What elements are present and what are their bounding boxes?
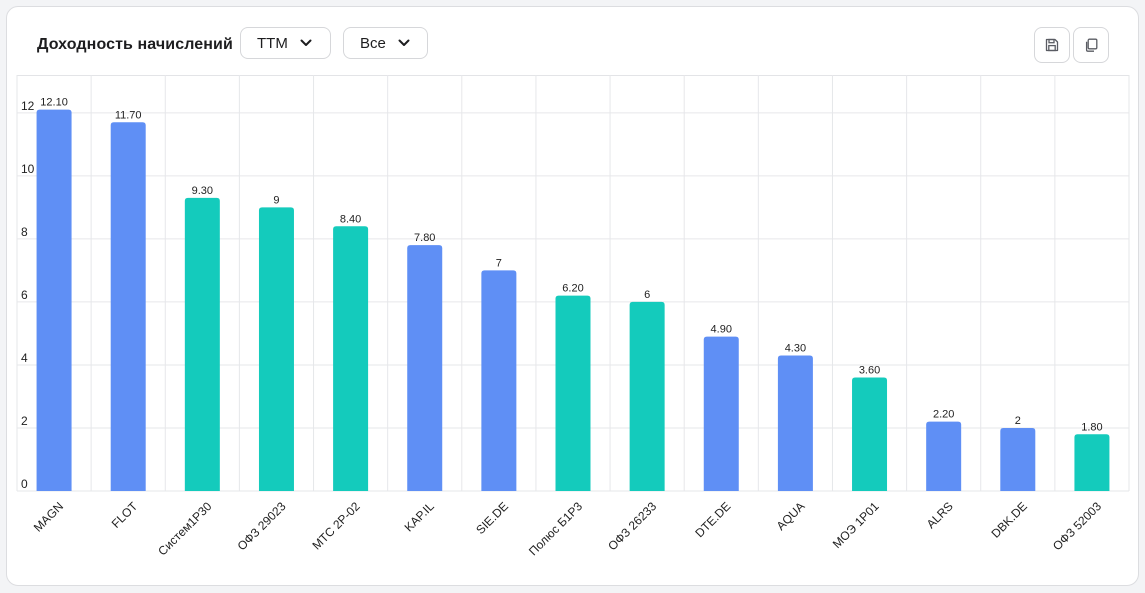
bar[interactable] [777, 355, 813, 491]
bar[interactable] [555, 295, 591, 491]
bar[interactable] [333, 226, 369, 492]
chart-title: Доходность начислений [37, 36, 233, 53]
bar[interactable] [1000, 427, 1036, 491]
bar-value-label: 11.70 [115, 109, 142, 121]
copy-icon [1085, 38, 1098, 52]
bar-value-label: 7.80 [414, 232, 435, 244]
y-tick-label: 2 [21, 414, 28, 428]
bar-value-label: 4.30 [785, 342, 806, 354]
bar[interactable] [258, 207, 294, 491]
bar-value-label: 7 [496, 257, 502, 269]
bar-value-label: 12.10 [40, 97, 68, 109]
chevron-down-icon [398, 39, 410, 46]
bar-value-label: 2.20 [933, 409, 954, 421]
x-tick-label: Полюс Б1Р3 [526, 499, 585, 558]
x-tick-label: DTE.DE [692, 499, 733, 540]
bar-value-label: 9 [273, 194, 279, 206]
bar[interactable] [703, 336, 739, 491]
y-tick-label: 6 [21, 288, 28, 302]
bar[interactable] [110, 122, 146, 491]
bar[interactable] [36, 109, 72, 492]
x-tick-label: ОФЗ 29023 [235, 499, 289, 553]
bar[interactable] [926, 421, 962, 491]
bar-value-label: 3.60 [859, 365, 880, 377]
bar-value-label: 6 [644, 289, 650, 301]
bar-value-label: 9.30 [192, 185, 213, 197]
x-tick-label: KAP.IL [402, 499, 437, 534]
save-button[interactable] [1034, 27, 1070, 63]
chart-card: Доходность начислений TTM Все 0 2 4 6 8 10 12 1… [6, 6, 1139, 586]
y-tick-label: 8 [21, 225, 28, 239]
period-dropdown[interactable]: TTM [240, 27, 331, 59]
bar-value-label: 2 [1015, 415, 1021, 427]
x-tick-label: ОФЗ 26233 [605, 499, 659, 553]
bar[interactable] [1074, 434, 1110, 491]
x-tick-label: Систем1P30 [155, 499, 214, 558]
y-tick-label: 12 [21, 99, 35, 113]
filter-dropdown-label: Все [360, 34, 386, 52]
x-tick-label: AQUA [774, 499, 808, 533]
x-tick-label: DBK.DE [988, 499, 1029, 540]
bar-value-label: 4.90 [711, 324, 732, 336]
period-dropdown-label: TTM [257, 34, 288, 52]
bar-value-label: 8.40 [340, 213, 361, 225]
filter-dropdown[interactable]: Все [343, 27, 428, 59]
x-tick-label: МОЭ 1P01 [830, 499, 882, 551]
header-divider [17, 75, 1129, 76]
bar[interactable] [407, 245, 443, 491]
y-tick-label: 10 [21, 162, 35, 176]
y-tick-label: 4 [21, 351, 28, 365]
x-tick-label: МТС 2P-02 [309, 499, 363, 553]
bar[interactable] [481, 270, 517, 491]
bar-chart: 0 2 4 6 8 10 12 12.10 MAGN 11.70 FLOT 9.30 Систем1P3… [16, 75, 1130, 558]
bar[interactable] [852, 377, 888, 491]
bar[interactable] [184, 197, 220, 491]
bar[interactable] [629, 301, 665, 491]
x-tick-label: ALRS [924, 499, 956, 531]
save-icon [1045, 38, 1059, 52]
y-tick-label: 0 [21, 477, 28, 491]
bar-value-label: 6.20 [562, 283, 583, 295]
x-tick-label: FLOT [109, 499, 141, 531]
x-tick-label: MAGN [31, 499, 66, 534]
x-tick-label: SIE.DE [473, 499, 511, 537]
copy-button[interactable] [1073, 27, 1109, 63]
bar-value-label: 1.80 [1081, 421, 1102, 433]
chevron-down-icon [300, 39, 312, 46]
x-tick-label: ОФЗ 52003 [1050, 499, 1104, 553]
